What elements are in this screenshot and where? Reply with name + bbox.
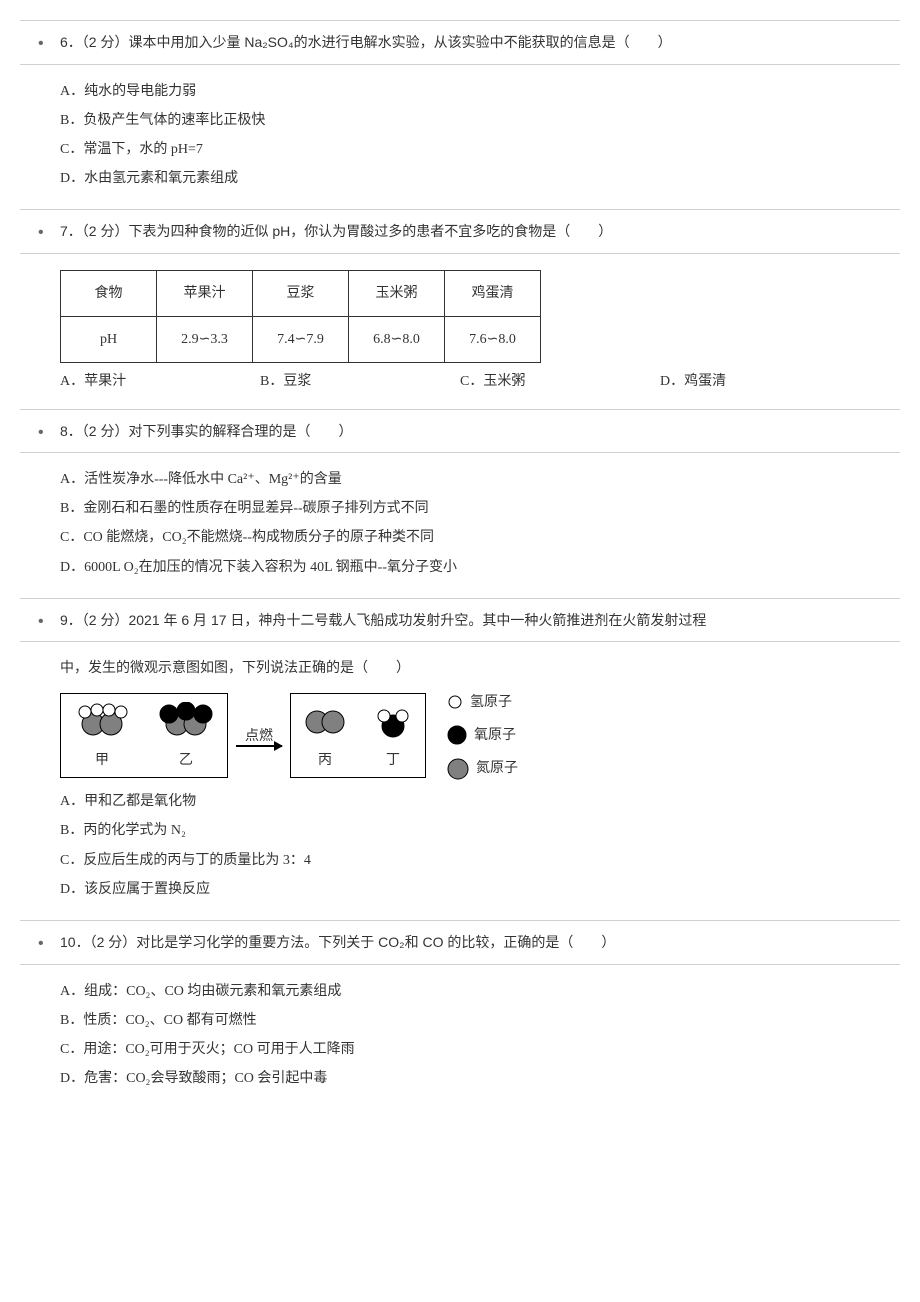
reactants-box: 甲 乙 bbox=[60, 693, 228, 778]
q10-option-a: A．组成：CO₂、CO 均由碳元素和氧元素组成 bbox=[60, 979, 880, 1004]
q9-option-b: B．丙的化学式为 N₂ bbox=[60, 818, 880, 843]
label-ding: 丁 bbox=[386, 748, 400, 773]
cell: 豆浆 bbox=[253, 270, 349, 316]
q8-option-b: B．金刚石和石墨的性质存在明显差异--碳原子排列方式不同 bbox=[60, 496, 880, 521]
q7-option-a: A．苹果汁 bbox=[60, 369, 260, 394]
q9-header-line2: 中，发生的微观示意图如图，下列说法正确的是（ ） bbox=[60, 656, 880, 681]
o-atom-icon bbox=[446, 724, 468, 746]
q6-option-d: D．水由氢元素和氧元素组成 bbox=[60, 166, 880, 191]
q6-header: 6．（2 分）课本中用加入少量 Na₂SO₄的水进行电解水实验，从该实验中不能获… bbox=[20, 20, 900, 65]
q8-option-a: A．活性炭净水---降低水中 Ca²⁺、Mg²⁺的含量 bbox=[60, 467, 880, 492]
q7-option-d: D．鸡蛋清 bbox=[660, 369, 860, 394]
legend-h: 氢原子 bbox=[446, 690, 518, 715]
molecule-yi-icon bbox=[155, 702, 217, 742]
cell: 7.4∽7.9 bbox=[253, 317, 349, 363]
legend-o-label: 氧原子 bbox=[474, 723, 516, 748]
q8-body: A．活性炭净水---降低水中 Ca²⁺、Mg²⁺的含量 B．金刚石和石墨的性质存… bbox=[0, 453, 920, 598]
q10-option-d: D．危害：CO₂会导致酸雨；CO 会引起中毒 bbox=[60, 1066, 880, 1091]
table-row: pH 2.9∽3.3 7.4∽7.9 6.8∽8.0 7.6∽8.0 bbox=[61, 317, 541, 363]
molecule-jia: 甲 bbox=[71, 702, 133, 773]
molecule-bing-icon bbox=[301, 702, 349, 742]
legend-n: 氮原子 bbox=[446, 756, 518, 781]
n-atom-icon bbox=[446, 757, 470, 781]
molecule-ding: 丁 bbox=[371, 702, 415, 773]
q9-header-line1: 9．（2 分）2021 年 6 月 17 日，神舟十二号载人飞船成功发射升空。其… bbox=[60, 612, 706, 628]
q10-option-b: B．性质：CO₂、CO 都有可燃性 bbox=[60, 1008, 880, 1033]
products-box: 丙 丁 bbox=[290, 693, 426, 778]
q7-option-c: C．玉米粥 bbox=[460, 369, 660, 394]
cell: 7.6∽8.0 bbox=[445, 317, 541, 363]
q8-header: 8．（2 分）对下列事实的解释合理的是（ ） bbox=[20, 409, 900, 454]
q6-option-a: A．纯水的导电能力弱 bbox=[60, 79, 880, 104]
legend-h-label: 氢原子 bbox=[470, 690, 512, 715]
q6-option-b: B．负极产生气体的速率比正极快 bbox=[60, 108, 880, 133]
molecule-yi: 乙 bbox=[155, 702, 217, 773]
molecule-jia-icon bbox=[71, 702, 133, 742]
q9-body: 中，发生的微观示意图如图，下列说法正确的是（ ） 甲 bbox=[0, 642, 920, 920]
q10-option-c: C．用途：CO₂可用于灭火；CO 可用于人工降雨 bbox=[60, 1037, 880, 1062]
label-bing: 丙 bbox=[318, 748, 332, 773]
arrow-icon bbox=[236, 745, 282, 747]
cell: 6.8∽8.0 bbox=[349, 317, 445, 363]
q6-option-c: C．常温下，水的 pH=7 bbox=[60, 137, 880, 162]
label-yi: 乙 bbox=[179, 748, 193, 773]
q9-header: 9．（2 分）2021 年 6 月 17 日，神舟十二号载人飞船成功发射升空。其… bbox=[20, 598, 900, 643]
q7-table: 食物 苹果汁 豆浆 玉米粥 鸡蛋清 pH 2.9∽3.3 7.4∽7.9 6.8… bbox=[60, 270, 541, 363]
q7-option-b: B．豆浆 bbox=[260, 369, 460, 394]
q7-header: 7．（2 分）下表为四种食物的近似 pH，你认为胃酸过多的患者不宜多吃的食物是（… bbox=[20, 209, 900, 254]
cell: 鸡蛋清 bbox=[445, 270, 541, 316]
q9-option-a: A．甲和乙都是氧化物 bbox=[60, 789, 880, 814]
reaction-arrow: 点燃 bbox=[236, 724, 282, 747]
q9-diagram: 甲 乙 点燃 bbox=[60, 690, 880, 782]
molecule-ding-icon bbox=[371, 702, 415, 742]
cell: 玉米粥 bbox=[349, 270, 445, 316]
q8-option-c: C．CO 能燃烧，CO₂不能燃烧--构成物质分子的原子种类不同 bbox=[60, 525, 880, 550]
table-row: 食物 苹果汁 豆浆 玉米粥 鸡蛋清 bbox=[61, 270, 541, 316]
atom-legend: 氢原子 氧原子 氮原子 bbox=[446, 690, 518, 782]
legend-o: 氧原子 bbox=[446, 723, 518, 748]
molecule-bing: 丙 bbox=[301, 702, 349, 773]
q7-body: 食物 苹果汁 豆浆 玉米粥 鸡蛋清 pH 2.9∽3.3 7.4∽7.9 6.8… bbox=[0, 254, 920, 409]
q9-option-d: D．该反应属于置换反应 bbox=[60, 877, 880, 902]
legend-n-label: 氮原子 bbox=[476, 756, 518, 781]
q10-header: 10．（2 分）对比是学习化学的重要方法。下列关于 CO₂和 CO 的比较，正确… bbox=[20, 920, 900, 965]
q8-option-d: D．6000L O₂在加压的情况下装入容积为 40L 钢瓶中--氧分子变小 bbox=[60, 555, 880, 580]
q10-body: A．组成：CO₂、CO 均由碳元素和氧元素组成 B．性质：CO₂、CO 都有可燃… bbox=[0, 965, 920, 1110]
h-atom-icon bbox=[446, 693, 464, 711]
page: 6．（2 分）课本中用加入少量 Na₂SO₄的水进行电解水实验，从该实验中不能获… bbox=[0, 0, 920, 1129]
cell: pH bbox=[61, 317, 157, 363]
q9-option-c: C．反应后生成的丙与丁的质量比为 3：4 bbox=[60, 848, 880, 873]
q6-body: A．纯水的导电能力弱 B．负极产生气体的速率比正极快 C．常温下，水的 pH=7… bbox=[0, 65, 920, 210]
q7-options: A．苹果汁 B．豆浆 C．玉米粥 D．鸡蛋清 bbox=[60, 369, 880, 394]
cell: 食物 bbox=[61, 270, 157, 316]
cell: 2.9∽3.3 bbox=[157, 317, 253, 363]
cell: 苹果汁 bbox=[157, 270, 253, 316]
label-jia: 甲 bbox=[95, 748, 109, 773]
